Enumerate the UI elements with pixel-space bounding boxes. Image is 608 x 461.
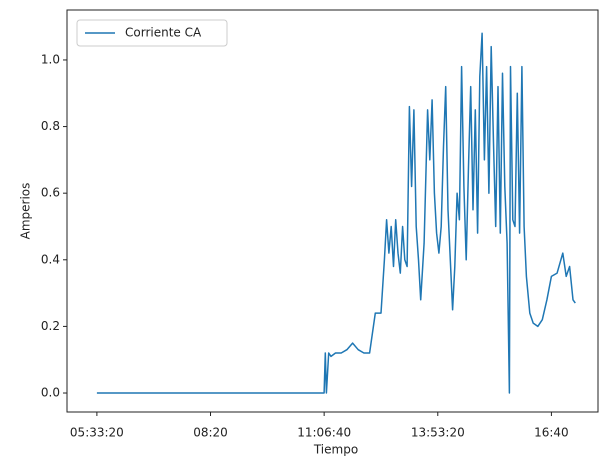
x-tick-label: 08:20	[193, 426, 228, 440]
y-tick-label: 0.6	[41, 186, 60, 200]
y-tick-label: 0.8	[41, 119, 60, 133]
y-tick-label: 1.0	[41, 52, 60, 66]
y-axis-label: Amperios	[19, 183, 33, 240]
x-tick-label: 16:40	[534, 426, 569, 440]
x-tick-label: 13:53:20	[411, 426, 465, 440]
data-line	[96, 32, 576, 394]
x-tick-label: 11:06:40	[297, 426, 351, 440]
y-tick-label: 0.2	[41, 319, 60, 333]
x-axis-label: Tiempo	[313, 443, 358, 457]
x-tick-label: 05:33:20	[70, 426, 124, 440]
legend-label: Corriente CA	[125, 26, 202, 40]
legend-box	[76, 19, 228, 47]
axes-frame	[66, 9, 599, 413]
y-tick-label: 0.0	[41, 386, 60, 400]
y-tick-label: 0.4	[41, 252, 60, 266]
